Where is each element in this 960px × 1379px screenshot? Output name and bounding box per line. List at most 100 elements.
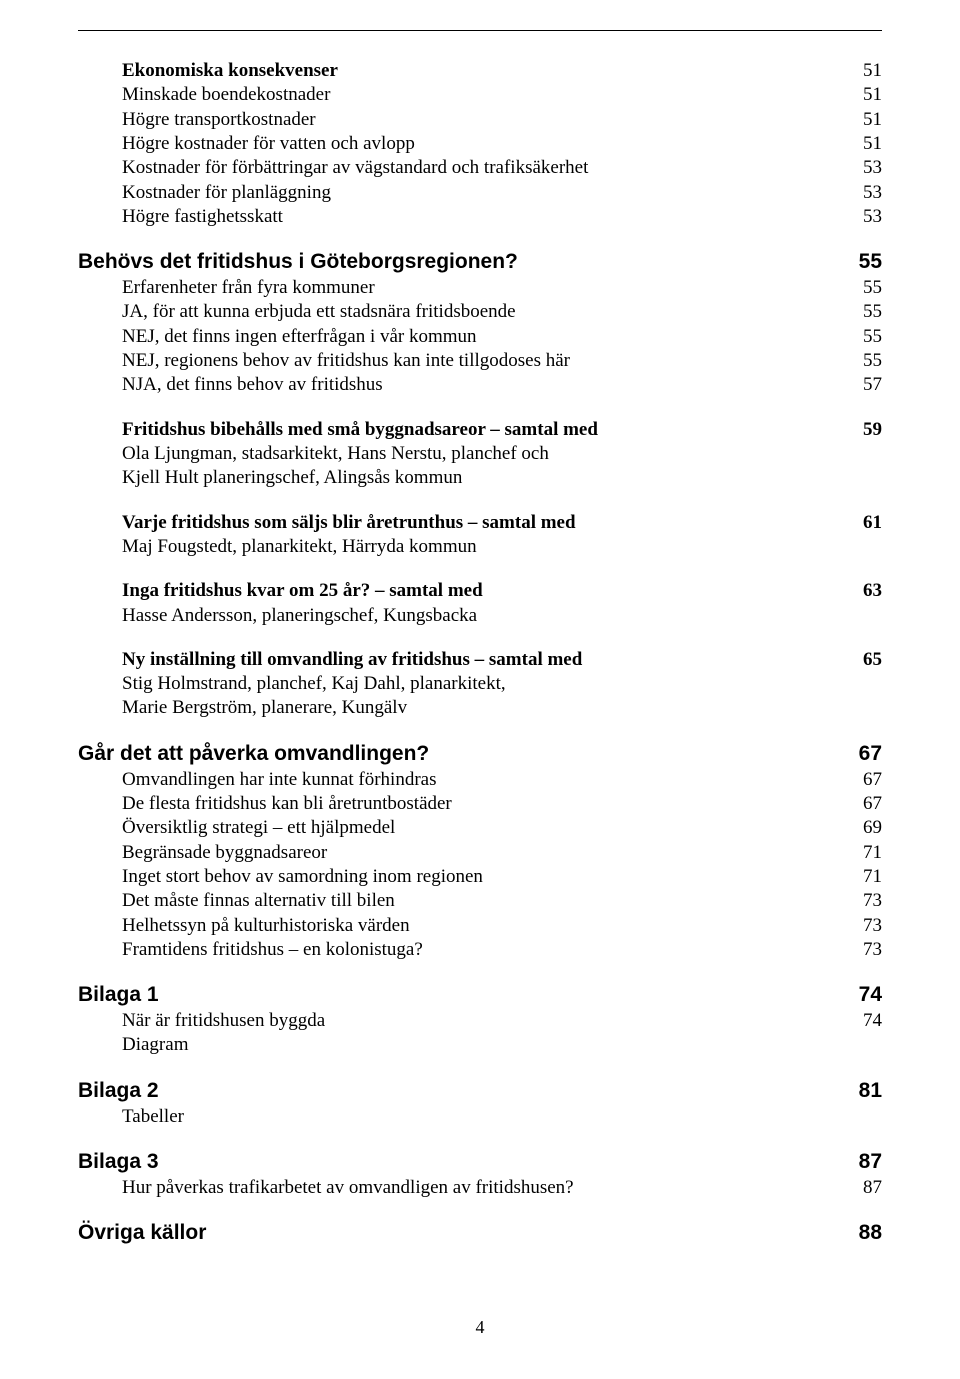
toc-entry: NEJ, regionens behov av fritidshus kan i… [78,349,882,373]
toc-entry: Inget stort behov av samordning inom reg… [78,865,882,889]
entry-label: Fritidshus bibehålls med små byggnadsare… [122,418,598,442]
entry-label: Kostnader för förbättringar av vägstanda… [122,156,588,180]
entry-label: Erfarenheter från fyra kommuner [122,276,375,300]
entry-page: 71 [843,841,882,865]
page-footer-number: 4 [78,1317,882,1338]
entry-sub: Kjell Hult planeringschef, Alingsås komm… [78,466,882,490]
entry-label: Varje fritidshus som säljs blir åretrunt… [122,511,576,535]
entry-label: De flesta fritidshus kan bli åretruntbos… [122,792,452,816]
entry-page: 55 [843,300,882,324]
entry-label: Begränsade byggnadsareor [122,841,327,865]
section-page: 74 [839,982,882,1009]
entry-page: 67 [843,792,882,816]
entry-page: 65 [843,648,882,672]
section-title: Bilaga 1 [78,982,159,1009]
toc-entry: Varje fritidshus som säljs blir åretrunt… [78,511,882,535]
entry-label: Ekonomiska konsekvenser [122,59,338,83]
entry-page: 74 [843,1009,882,1033]
section-page: 55 [839,249,882,276]
entry-label: Det måste finnas alternativ till bilen [122,889,395,913]
entry-sub: Hasse Andersson, planeringschef, Kungsba… [78,604,882,628]
entry-sub: Ola Ljungman, stadsarkitekt, Hans Nerstu… [78,442,882,466]
entry-label: Inget stort behov av samordning inom reg… [122,865,483,889]
entry-label: Översiktlig strategi – ett hjälpmedel [122,816,395,840]
section-heading: Bilaga 3 87 [78,1149,882,1176]
entry-page: 55 [843,276,882,300]
toc-entry: Kostnader för planläggning 53 [78,181,882,205]
toc-entry: Ekonomiska konsekvenser 51 [78,59,882,83]
entry-page: 73 [843,914,882,938]
entry-page: 51 [843,59,882,83]
entry-label: När är fritidshusen byggda [122,1009,325,1033]
entry-label: Högre transportkostnader [122,108,316,132]
entry-label: Helhetssyn på kulturhistoriska värden [122,914,410,938]
toc-entry: JA, för att kunna erbjuda ett stadsnära … [78,300,882,324]
entry-page: 59 [843,418,882,442]
entry-sub: Maj Fougstedt, planarkitekt, Härryda kom… [78,535,882,559]
toc-entry: Ny inställning till omvandling av fritid… [78,648,882,672]
section-page: 67 [839,741,882,768]
toc-entry: De flesta fritidshus kan bli åretruntbos… [78,792,882,816]
entry-page: 51 [843,83,882,107]
section-heading: Går det att påverka omvandlingen? 67 [78,741,882,768]
entry-page: 55 [843,349,882,373]
toc-entry: NEJ, det finns ingen efterfrågan i vår k… [78,325,882,349]
entry-page: 51 [843,132,882,156]
toc-entry: Högre transportkostnader 51 [78,108,882,132]
entry-label: Ny inställning till omvandling av fritid… [122,648,582,672]
entry-page: 71 [843,865,882,889]
toc-entry: Inga fritidshus kvar om 25 år? – samtal … [78,579,882,603]
section-title: Bilaga 3 [78,1149,159,1176]
entry-label: Framtidens fritidshus – en kolonistuga? [122,938,423,962]
toc-entry: Diagram [78,1033,882,1057]
entry-label: Diagram [122,1033,188,1057]
entry-label: Kostnader för planläggning [122,181,331,205]
entry-page: 73 [843,889,882,913]
toc-entry: Begränsade byggnadsareor 71 [78,841,882,865]
entry-label: NEJ, regionens behov av fritidshus kan i… [122,349,570,373]
entry-label: NEJ, det finns ingen efterfrågan i vår k… [122,325,477,349]
section-page: 88 [839,1220,882,1247]
section-title: Övriga källor [78,1220,206,1247]
toc-entry: Helhetssyn på kulturhistoriska värden 73 [78,914,882,938]
section-heading: Behövs det fritidshus i Göteborgsregione… [78,249,882,276]
toc-entry: Hur påverkas trafikarbetet av omvandlige… [78,1176,882,1200]
toc-entry: När är fritidshusen byggda 74 [78,1009,882,1033]
toc-entry: Fritidshus bibehålls med små byggnadsare… [78,418,882,442]
entry-page: 67 [843,768,882,792]
entry-page: 63 [843,579,882,603]
entry-label: Minskade boendekostnader [122,83,330,107]
entry-page: 69 [843,816,882,840]
entry-page: 53 [843,156,882,180]
entry-label: Tabeller [122,1105,184,1129]
toc-entry: Högre kostnader för vatten och avlopp 51 [78,132,882,156]
entry-label: Hur påverkas trafikarbetet av omvandlige… [122,1176,574,1200]
toc-entry: Framtidens fritidshus – en kolonistuga? … [78,938,882,962]
toc-entry: NJA, det finns behov av fritidshus 57 [78,373,882,397]
entry-page: 53 [843,205,882,229]
entry-page: 53 [843,181,882,205]
entry-label: Omvandlingen har inte kunnat förhindras [122,768,436,792]
toc-entry: Omvandlingen har inte kunnat förhindras … [78,768,882,792]
entry-label: JA, för att kunna erbjuda ett stadsnära … [122,300,516,324]
toc-entry: Det måste finnas alternativ till bilen 7… [78,889,882,913]
entry-page: 57 [843,373,882,397]
section-heading: Övriga källor 88 [78,1220,882,1247]
entry-page: 73 [843,938,882,962]
entry-sub: Marie Bergström, planerare, Kungälv [78,696,882,720]
entry-label: Högre kostnader för vatten och avlopp [122,132,415,156]
section-page: 81 [839,1078,882,1105]
toc-entry: Översiktlig strategi – ett hjälpmedel 69 [78,816,882,840]
toc-entry: Minskade boendekostnader 51 [78,83,882,107]
entry-label: Inga fritidshus kvar om 25 år? – samtal … [122,579,483,603]
entry-label: Högre fastighetsskatt [122,205,283,229]
section-heading: Bilaga 2 81 [78,1078,882,1105]
entry-page: 87 [843,1176,882,1200]
toc-entry: Erfarenheter från fyra kommuner 55 [78,276,882,300]
section-title: Behövs det fritidshus i Göteborgsregione… [78,249,518,276]
entry-page: 51 [843,108,882,132]
top-rule [78,30,882,31]
document-page: Ekonomiska konsekvenser 51 Minskade boen… [0,0,960,1378]
toc-entry: Kostnader för förbättringar av vägstanda… [78,156,882,180]
section-heading: Bilaga 1 74 [78,982,882,1009]
